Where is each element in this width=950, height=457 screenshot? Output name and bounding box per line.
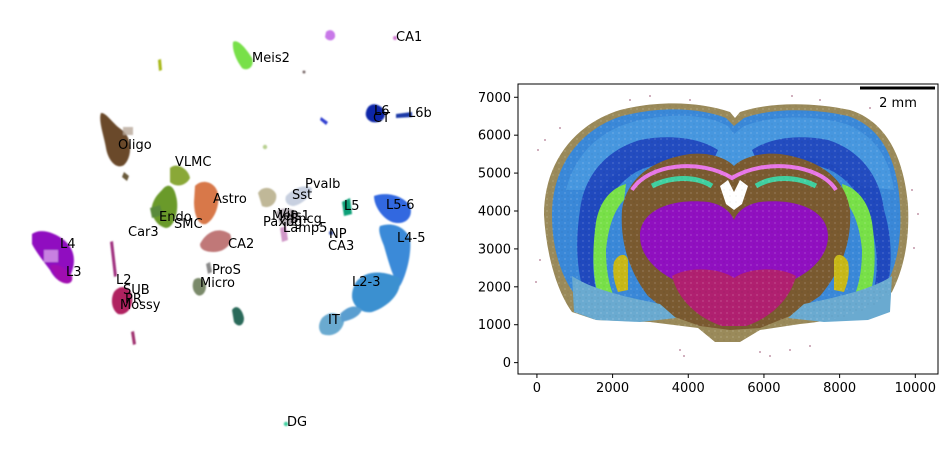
label-l6b: L6b [408,106,432,121]
cluster-lamp5 [280,226,288,242]
scalebar: 2 mm [860,86,935,111]
label-ct: CT [373,111,390,126]
cluster-pvalb [285,186,312,206]
cluster-yellow-small [158,59,162,71]
cluster-l6 [365,104,386,123]
cluster-vip [276,208,300,226]
y-tick-label: 1000 [478,318,511,333]
cluster-mossy-tail [131,331,136,345]
cluster-l4-5 [379,224,411,286]
label-meis1: Meis1 [272,209,310,224]
label-l5-6: L5-6 [386,198,414,213]
spatial-axes-frame [517,83,939,375]
umap-panel: CA1 Meis2 L6 CT L6b Oligo VLMC Pvalb Sst… [32,30,432,430]
y-tick-label: 7000 [478,91,511,106]
cluster-ca1-dot [393,36,397,40]
label-ca1: CA1 [396,30,422,45]
scalebar-label: 2 mm [879,96,917,111]
label-vlmc: VLMC [175,155,211,170]
spatial-panel: 2 mm 0 2000 4000 6000 8000 10000 0 1000 2000 300… [478,83,939,396]
label-astro: Astro [213,192,247,207]
umap-labels: CA1 Meis2 L6 CT L6b Oligo VLMC Pvalb Sst… [60,30,432,430]
umap-clusters [32,30,412,427]
cluster-it [319,313,344,336]
label-ca3: CA3 [328,239,354,254]
label-mossy: Mossy [120,298,161,313]
label-sst: Sst [292,188,312,203]
y-tick-label: 3000 [478,242,511,257]
x-axis-ticks: 0 2000 4000 6000 8000 10000 [533,374,936,396]
tissue-outliers [535,95,919,357]
label-smc: SMC [174,217,203,232]
cluster-l5-6 [374,194,411,224]
label-np: NP [329,227,347,242]
x-tick-label: 8000 [823,381,856,396]
cluster-endo-smc [151,185,178,228]
label-l5: L5 [344,199,360,214]
cluster-l4-highlight [44,250,58,262]
y-tick-label: 6000 [478,129,511,144]
y-tick-label: 0 [503,356,511,371]
y-tick-label: 2000 [478,280,511,295]
cluster-oligo [100,112,131,167]
x-tick-label: 4000 [672,381,705,396]
label-pr: PR [125,292,142,307]
cluster-oligo-tail [122,172,129,181]
x-tick-label: 2000 [596,381,629,396]
cluster-ca1-upper [325,30,336,41]
label-it: IT [328,313,340,328]
cluster-vlmc [170,165,190,186]
label-dg: DG [287,415,307,430]
cluster-sst [258,187,277,208]
cluster-micro [192,278,206,296]
cluster-astro [194,181,219,225]
cluster-l2-3 [352,272,401,313]
label-micro: Micro [200,276,235,291]
label-l3: L3 [66,265,82,280]
label-sub: SUB [123,283,150,298]
cluster-oligo-side [123,127,133,135]
cluster-sub-pr [111,287,133,315]
label-oligo: Oligo [118,138,152,153]
cluster-it-tail [340,306,362,322]
cluster-pros [206,262,212,274]
label-l4-5: L4-5 [397,231,425,246]
label-l6: L6 [374,104,390,119]
cluster-blue-small [320,117,328,125]
cluster-l2-tail [110,241,117,277]
label-pvalb: Pvalb [305,177,340,192]
cluster-dot-grey [302,70,306,74]
label-l4: L4 [60,237,76,252]
cluster-dark-teal [232,307,244,326]
cluster-small-green [262,144,268,150]
y-tick-label: 4000 [478,204,511,219]
label-pros: ProS [212,263,241,278]
x-tick-label: 0 [533,381,541,396]
label-meis2: Meis2 [252,51,290,66]
cluster-l5 [342,198,352,216]
cluster-dg [283,421,289,427]
label-vip: Vip [278,207,298,222]
x-tick-label: 10000 [895,381,936,396]
x-tick-label: 6000 [747,381,780,396]
cluster-l3 [50,264,73,284]
cluster-l6b [396,112,412,118]
spatial-tissue [535,95,919,357]
cluster-np-dot [329,231,333,235]
y-tick-label: 5000 [478,167,511,182]
tissue-speckle [544,103,909,342]
label-ca2: CA2 [228,237,254,252]
label-paxbg: Paxbg [263,215,302,230]
cluster-meis2 [232,41,253,70]
y-axis-ticks: 0 1000 2000 3000 4000 5000 6000 7000 [478,91,518,371]
label-l2: L2 [116,273,132,288]
label-lamp5: Lamp5 [283,221,327,236]
label-endo: Endo [159,210,192,225]
label-car3: Car3 [128,225,159,240]
cluster-ca2 [200,230,232,252]
cluster-endo-edge [150,205,163,218]
label-sncg: Sncg [290,212,322,227]
label-l2-3: L2-3 [352,275,380,290]
